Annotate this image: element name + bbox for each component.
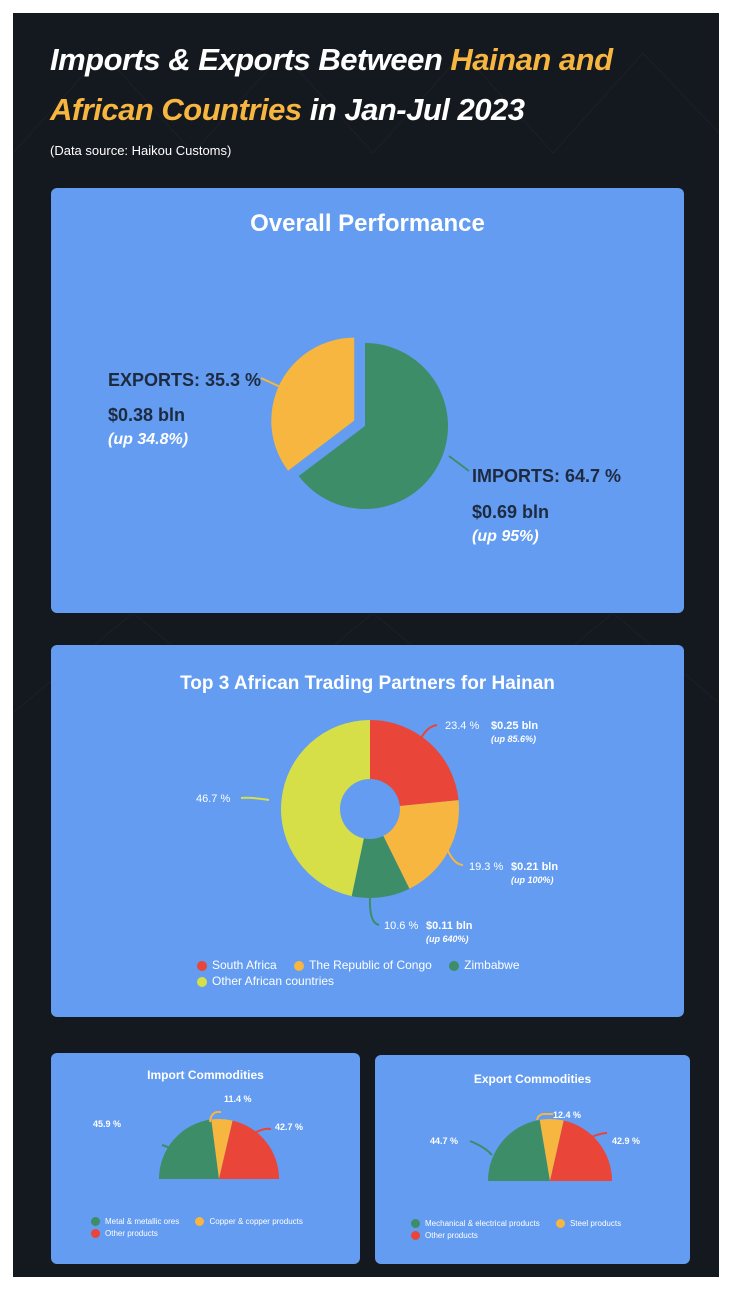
exports-growth: (up 34.8%)	[108, 431, 188, 448]
pie-slice-south-africa	[370, 720, 459, 806]
legend-dot-red	[197, 960, 207, 971]
pie-slice-metal-metallic-ores	[159, 1119, 219, 1179]
pie-slice-exports-35-3	[271, 337, 355, 471]
legend-item-steel: Steel products	[555, 1218, 621, 1230]
pie-slice-other-african-countries	[281, 720, 370, 897]
congo-growth: (up 100%)	[511, 875, 554, 885]
infographic: Imports & Exports Between Hainan and Afri…	[13, 13, 719, 1277]
import-commodities-panel: Import Commodities 45.9 % 11.4 % 42.7 % …	[51, 1053, 360, 1264]
mechanical-pct: 44.7 %	[430, 1136, 458, 1146]
other-countries-pct: 46.7 %	[196, 793, 230, 805]
legend-item-other-products: Other products	[91, 1228, 158, 1240]
overall-performance-panel: Overall Performance EXPORTS: 35.3 % $0.3…	[51, 188, 684, 613]
pie-slices	[159, 1119, 279, 1179]
south-africa-label-group: 23.4 % $0.25 bln (up 85.6%)	[415, 720, 538, 752]
legend-dot-green	[449, 960, 460, 971]
south-africa-leader-line	[415, 724, 438, 752]
other-products-pct: 42.9 %	[612, 1136, 640, 1146]
south-africa-growth: (up 85.6%)	[491, 734, 536, 744]
metal-leader-line	[161, 1144, 184, 1157]
legend-item-mechanical: Mechanical & electrical products	[411, 1218, 540, 1230]
metal-pct: 45.9 %	[93, 1119, 121, 1129]
imports-growth: (up 95%)	[472, 528, 539, 545]
pie-slice-the-republic-of-congo	[383, 800, 459, 889]
legend-item-copper: Copper & copper products	[195, 1216, 303, 1228]
legend-item-south-africa: South Africa	[197, 957, 277, 973]
pie-slice-mechanical-electrical-products	[488, 1119, 550, 1181]
panel-title: Top 3 African Trading Partners for Haina…	[180, 673, 555, 694]
export-commodities-legend: Mechanical & electrical products Steel p…	[411, 1218, 683, 1242]
other-products-leader-line	[245, 1127, 272, 1140]
other-countries-label-group: 46.7 %	[196, 793, 270, 805]
data-source: (Data source: Haikou Customs)	[50, 143, 232, 158]
pie-slice-other-products	[219, 1120, 279, 1179]
south-africa-pct: 23.4 %	[445, 720, 479, 732]
steel-pct: 12.4 %	[553, 1110, 581, 1120]
panel-title: Export Commodities	[473, 1072, 592, 1086]
export-commodities-chart: 44.7 % 12.4 % 42.9 %	[430, 1110, 640, 1181]
legend-dot-green	[411, 1219, 420, 1229]
legend-item-other-products: Other products	[411, 1230, 478, 1242]
congo-pct: 19.3 %	[469, 861, 503, 873]
trading-partners-panel: Top 3 African Trading Partners for Haina…	[51, 645, 684, 1017]
congo-label-group: 19.3 % $0.21 bln (up 100%)	[444, 843, 558, 885]
exports-amount: $0.38 bln	[108, 405, 185, 425]
pie-slice-zimbabwe	[351, 835, 410, 898]
other-products-pct: 42.7 %	[275, 1122, 303, 1132]
export-commodities-panel: Export Commodities 44.7 % 12.4 % 42.9 % …	[375, 1055, 690, 1264]
pie-slices	[488, 1119, 612, 1181]
legend-dot-yellow	[195, 1217, 205, 1227]
overall-pie-chart: EXPORTS: 35.3 % $0.38 bln (up 34.8%) IMP…	[108, 337, 621, 545]
mechanical-leader-line	[469, 1140, 493, 1156]
pie-slice-steel-products	[539, 1119, 564, 1181]
panel-title: Import Commodities	[147, 1068, 264, 1082]
legend-item-congo: The Republic of Congo	[294, 957, 432, 973]
pie-slice-copper-copper-products	[211, 1119, 233, 1179]
other-countries-leader-line	[240, 796, 270, 801]
copper-leader-line	[209, 1111, 221, 1123]
exports-leader-line	[260, 377, 290, 392]
zimbabwe-pct: 10.6 %	[384, 920, 418, 932]
pie-slice-other-products	[550, 1120, 612, 1181]
legend-dot-red	[411, 1231, 420, 1241]
import-commodities-chart: 45.9 % 11.4 % 42.7 %	[93, 1094, 303, 1179]
steel-leader-line	[536, 1113, 553, 1121]
pie-slice-imports-64-7	[298, 343, 448, 509]
page-title: Imports & Exports Between Hainan and Afri…	[50, 42, 613, 127]
zimbabwe-amount: $0.11 bln	[426, 920, 473, 932]
zimbabwe-growth: (up 640%)	[426, 934, 469, 944]
partners-legend: South Africa The Republic of Congo Zimba…	[197, 957, 557, 989]
other-products-leader-line	[586, 1132, 608, 1140]
pie-slices	[271, 337, 448, 509]
legend-dot-lime	[197, 976, 207, 987]
congo-leader-line	[444, 843, 464, 866]
imports-amount: $0.69 bln	[472, 502, 549, 522]
legend-dot-yellow	[294, 960, 305, 971]
copper-pct: 11.4 %	[224, 1094, 252, 1104]
panel-title: Overall Performance	[250, 210, 485, 237]
zimbabwe-leader-line	[368, 896, 380, 926]
exports-label: EXPORTS: 35.3 %	[108, 370, 261, 390]
congo-amount: $0.21 bln	[511, 861, 558, 873]
legend-item-zimbabwe: Zimbabwe	[449, 957, 520, 973]
imports-label: IMPORTS: 64.7 %	[472, 466, 621, 486]
partners-donut-chart: 23.4 % $0.25 bln (up 85.6%) 19.3 % $0.21…	[196, 720, 558, 944]
legend-item-other-countries: Other African countries	[197, 973, 334, 989]
zimbabwe-label-group: 10.6 % $0.11 bln (up 640%)	[368, 896, 473, 944]
legend-dot-green	[91, 1217, 100, 1227]
pie-slices	[281, 720, 459, 898]
import-commodities-legend: Metal & metallic ores Copper & copper pr…	[91, 1216, 351, 1240]
legend-dot-red	[91, 1229, 100, 1239]
south-africa-amount: $0.25 bln	[491, 720, 538, 732]
legend-item-metal: Metal & metallic ores	[91, 1216, 179, 1228]
imports-leader-line	[448, 455, 470, 472]
background-pattern	[13, 52, 719, 714]
legend-dot-yellow	[555, 1219, 565, 1229]
